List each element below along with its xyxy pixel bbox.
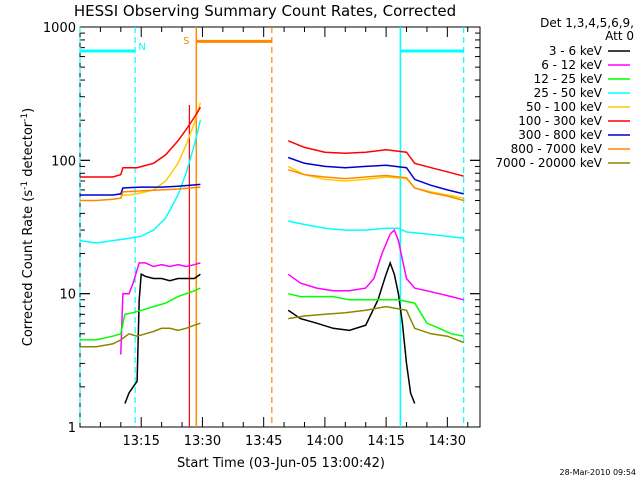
series-line [287,165,464,199]
x-axis-label: Start Time (03-Jun-05 13:00:42) [177,456,385,471]
saa-label: S [183,36,189,47]
series-line [80,287,201,341]
legend-header-detectors: Det 1,3,4,5,6,9, [540,16,634,30]
series-5 [120,102,464,199]
legend-label: 800 - 7000 keV [511,142,603,156]
series-line [287,140,464,177]
legend-label: 3 - 6 keV [549,44,603,58]
plot-frame [79,26,481,428]
legend-label: 100 - 300 keV [518,114,602,128]
series-1 [124,260,416,404]
y-tick-label: 1000 [43,21,76,36]
legend-label: 7000 - 20000 keV [495,156,602,170]
axis-ticks [79,26,480,428]
series-3 [80,287,464,341]
x-tick-label: 13:30 [184,434,221,449]
y-axis-label-mid: detector [21,121,36,181]
legend-entry: 100 - 300 keV [518,114,630,128]
legend-entry: 800 - 7000 keV [511,142,630,156]
series-layer [79,102,464,404]
y-tick-label: 10 [59,288,76,303]
series-line [124,273,201,404]
plot-area: NS [79,26,481,428]
x-tick-labels: 13:15 13:30 13:45 14:00 14:15 14:30 [122,434,466,449]
legend-entry: 50 - 100 keV [526,100,630,114]
y-axis-label: Corrected Count Rate (s-1 detector-1) [20,108,36,346]
night-label: N [138,42,145,53]
legend-entry: 3 - 6 keV [549,44,630,58]
x-tick-label: 14:30 [429,434,466,449]
series-line [80,183,201,196]
series-line [288,305,464,344]
legend-entry: 300 - 800 keV [518,128,630,142]
series-line [287,228,464,301]
x-tick-label: 13:15 [122,434,159,449]
legend-label: 25 - 50 keV [534,86,603,100]
legend-entry: 25 - 50 keV [534,86,630,100]
x-tick-label: 13:45 [245,434,282,449]
series-4 [79,120,464,244]
series-line [288,220,464,240]
legend-entry: 7000 - 20000 keV [495,156,630,170]
y-tick-label: 1 [68,421,76,436]
series-line [287,156,464,195]
legend-entry: 6 - 12 keV [541,58,630,72]
series-line [120,102,202,196]
y-tick-label: 100 [51,154,76,169]
legend-label: 50 - 100 keV [526,100,603,114]
series-line [120,262,201,355]
series-6 [80,106,464,178]
legend-header-attenuator: Att 0 [605,29,634,43]
series-line [80,322,201,348]
legend-entry: 12 - 25 keV [534,72,630,86]
x-tick-label: 14:00 [306,434,343,449]
chart-title: HESSI Observing Summary Count Rates, Cor… [74,2,456,20]
y-axis-label-end: ) [21,108,36,113]
y-axis-label-sup2: -1 [20,113,30,122]
series-line [80,186,201,202]
x-tick-label: 14:15 [367,434,404,449]
series-line [79,120,202,244]
legend-label: 12 - 25 keV [534,72,603,86]
series-7 [80,156,464,196]
series-line [80,106,202,178]
series-line [287,260,416,404]
y-axis-label-sup1: -1 [20,181,30,190]
timestamp: 28-Mar-2010 09:54 [560,468,637,477]
series-line [287,168,464,202]
legend-label: 300 - 800 keV [518,128,602,142]
series-9 [80,305,464,348]
series-line [288,292,464,337]
y-tick-labels: 1 10 100 1000 [43,21,76,436]
legend-label: 6 - 12 keV [541,58,603,72]
series-8 [80,168,464,202]
y-axis-label-main: Corrected Count Rate (s [21,190,36,347]
series-2 [120,228,464,355]
